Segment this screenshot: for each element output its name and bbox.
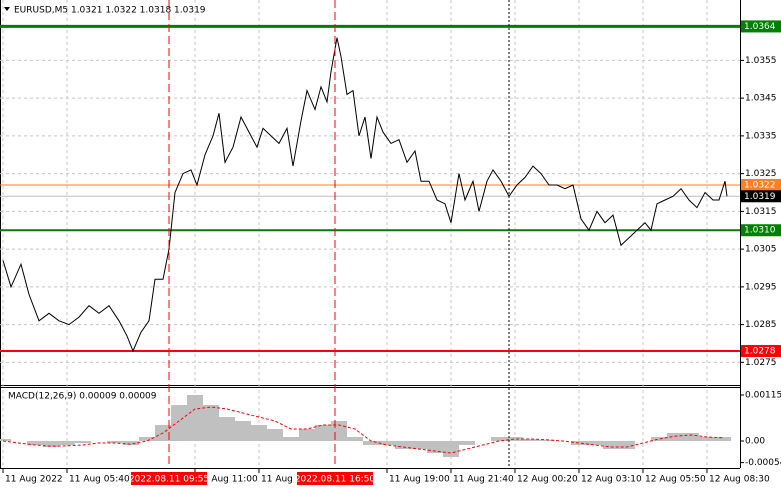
macd-bar: [75, 441, 91, 443]
macd-bar: [0, 439, 11, 441]
macd-bar: [571, 441, 587, 445]
x-tick-label: 11 Aug 05:40: [69, 475, 130, 485]
macd-bar: [331, 421, 347, 441]
price-level-box: [741, 20, 781, 33]
macd-bar: [459, 441, 475, 445]
x-tick-label: 11 Aug 19:00: [389, 475, 450, 485]
x-tick-label: 11 Aug 11:00: [197, 475, 258, 485]
macd-bar: [539, 439, 555, 441]
macd-bar: [491, 437, 507, 441]
macd-bar: [235, 421, 251, 441]
macd-bar: [171, 405, 187, 441]
macd-bar: [139, 437, 155, 441]
macd-bar: [27, 441, 43, 445]
x-tick-label: 12 Aug 05:50: [645, 475, 706, 485]
price-level-box: [741, 178, 781, 191]
macd-bar: [107, 441, 123, 443]
time-marker-label: 2022.08.11 09:55: [129, 475, 209, 485]
macd-bar: [43, 441, 59, 447]
macd-title: MACD(12,26,9) 0.00009 0.00009: [8, 392, 157, 402]
price-level-box: [741, 190, 781, 203]
macd-bar: [651, 437, 667, 441]
macd-bar: [267, 429, 283, 441]
signal-line: [2, 406, 724, 454]
x-tick-label: 11 Aug 13:40: [261, 475, 322, 485]
macd-bar: [619, 441, 635, 449]
macd-bar: [379, 441, 395, 445]
macd-bar: [315, 425, 331, 441]
chart-title: EURUSD,M5 1.0321 1.0322 1.0318 1.0319: [14, 6, 206, 16]
macd-bar: [699, 437, 715, 441]
y-tick-label: -0.00054: [745, 458, 781, 468]
macd-bar: [411, 441, 427, 449]
time-marker-label: 2022.08.11 16:50: [295, 475, 376, 485]
macd-bar: [395, 441, 411, 449]
y-tick-label: 0.00115: [745, 391, 781, 401]
time-marker-box: [131, 472, 207, 485]
macd-bar: [219, 417, 235, 441]
price-level-label: 1.0322: [744, 180, 776, 190]
price-level-label: 1.0364: [744, 22, 776, 32]
grid: [0, 0, 740, 468]
macd-bar: [523, 439, 539, 441]
y-tick-label: 1.0345: [745, 94, 777, 104]
macd-bar: [363, 441, 379, 445]
macd-bar: [667, 433, 683, 441]
macd-bar: [427, 441, 443, 453]
macd-bar: [443, 441, 459, 457]
macd-bar: [299, 429, 315, 441]
macd-bar: [283, 437, 299, 441]
macd-bar: [683, 433, 699, 441]
x-tick-label: 12 Aug 00:20: [517, 475, 578, 485]
price-level-label: 1.0278: [744, 347, 776, 357]
macd-bar: [187, 395, 203, 441]
x-tick-label: 11 Aug 2022: [5, 475, 63, 485]
x-tick-label: 11 Aug 21:40: [453, 475, 514, 485]
macd-bar: [587, 441, 603, 445]
y-tick-label: 1.0275: [745, 358, 777, 368]
price-level-box: [741, 224, 781, 237]
y-tick-label: 1.0315: [745, 207, 777, 217]
y-tick-label: 1.0305: [745, 245, 777, 255]
macd-bar: [123, 441, 139, 445]
y-tick-label: 1.0355: [745, 56, 777, 66]
y-tick-label: 1.0295: [745, 282, 777, 292]
macd-bar: [507, 437, 523, 441]
macd-bar: [251, 425, 267, 441]
price-level-label: 1.0310: [744, 226, 776, 236]
time-marker-box: [297, 472, 373, 485]
y-tick-label: 1.0285: [745, 320, 777, 330]
y-tick-label: 1.0325: [745, 169, 777, 179]
menu-arrow[interactable]: [4, 7, 10, 11]
macd-bar: [203, 405, 219, 441]
macd-bar: [715, 437, 731, 441]
price-level-label: 1.0319: [744, 192, 776, 202]
x-tick-label: 12 Aug 08:30: [709, 475, 770, 485]
macd-bar: [347, 437, 363, 441]
price-line: [2, 37, 728, 353]
y-tick-label: 1.0335: [745, 131, 777, 141]
macd-bar: [603, 441, 619, 449]
y-tick-label: 0.00: [745, 437, 765, 447]
x-tick-label: 12 Aug 03:10: [581, 475, 642, 485]
macd-bar: [59, 441, 75, 445]
price-level-box: [741, 345, 781, 358]
